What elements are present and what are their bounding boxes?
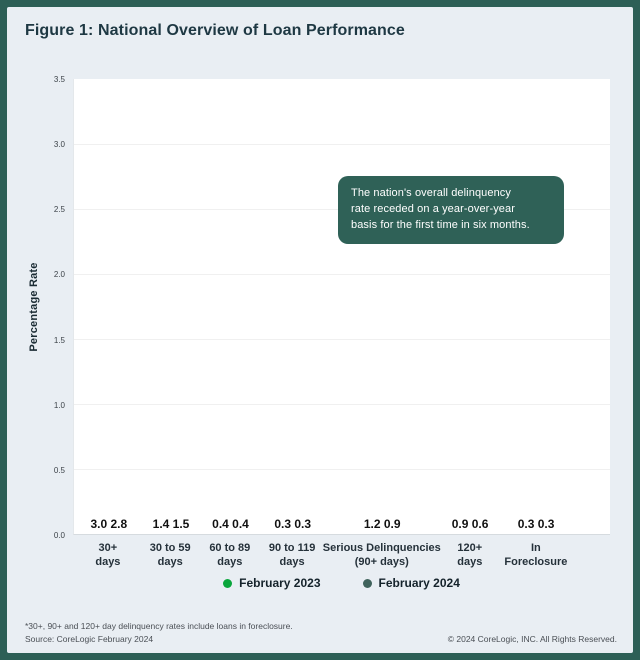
gridline [74,144,610,145]
legend-dot-icon [362,578,372,588]
y-tick-label: 1.5 [53,335,65,345]
figure-title: Figure 1: National Overview of Loan Perf… [25,22,405,39]
legend-label: February 2023 [239,576,321,590]
x-axis-label: 30 to 59 days [149,542,191,569]
bar-value-label: 0.4 [212,517,229,531]
bar-value-label: 0.6 [471,517,489,531]
x-axis-label: 120+ days [457,542,483,569]
y-tick-label: 3.0 [53,140,65,150]
bar-value-label: 1.5 [172,517,190,531]
x-axis-label: 90 to 119 days [268,542,316,569]
gridline [74,404,610,405]
bar-value-label: 0.9 [383,517,401,531]
y-tick-label: 0.5 [53,465,65,475]
x-axis-label: 30+ days [95,542,121,569]
legend-dot-icon [223,578,233,588]
x-axis-label: 60 to 89 days [209,542,251,569]
bar-value-label: 2.8 [110,517,128,531]
x-axis-label: Serious Delinquencies (90+ days) [322,542,441,569]
annotation-callout: The nation's overall delinquency rate re… [338,176,564,244]
y-tick-label: 1.0 [53,400,65,410]
x-axis-label: In Foreclosure [504,542,568,569]
bar-value-label: 0.3 [274,517,292,531]
bar-value-label: 0.3 [537,517,555,531]
footnote: *30+, 90+ and 120+ day delinquency rates… [25,621,293,631]
legend-item-february-2024: February 2024 [362,576,460,590]
x-axis-labels: 30+ days 30 to 59 days 60 to 89 days 90 to … [73,541,610,571]
legend-label: February 2024 [378,576,460,590]
bar-value-label: 0.4 [232,517,249,531]
copyright: © 2024 CoreLogic, INC. All Rights Reserv… [447,634,617,644]
footer-notes: *30+, 90+ and 120+ day delinquency rates… [25,620,293,646]
bar-value-label: 0.3 [517,517,535,531]
bar-value-label: 1.2 [363,517,381,531]
bar-value-label: 3.0 [90,517,108,531]
legend-item-february-2023: February 2023 [223,576,321,590]
y-tick-label: 0.0 [53,531,65,540]
source-note: Source: CoreLogic February 2024 [25,634,154,645]
gridline [74,339,610,340]
y-tick-label: 2.0 [53,270,65,280]
bar-value-label: 0.3 [294,517,312,531]
bar-value-label: 1.4 [152,517,170,531]
y-tick-label: 3.5 [53,75,65,84]
gridline [74,274,610,275]
figure-content: Figure 1: National Overview of Loan Perf… [7,7,633,653]
plot-area: 3.0 2.8 1.4 1.5 0.4 0.4 0.3 0.3 1.2 0.9 0.9 0.6 0.3 0… [73,79,610,535]
y-tick-label: 2.5 [53,205,65,215]
gridline [74,469,610,470]
bar-value-label: 0.9 [451,517,469,531]
legend: February 2023 February 2024 [73,576,610,590]
